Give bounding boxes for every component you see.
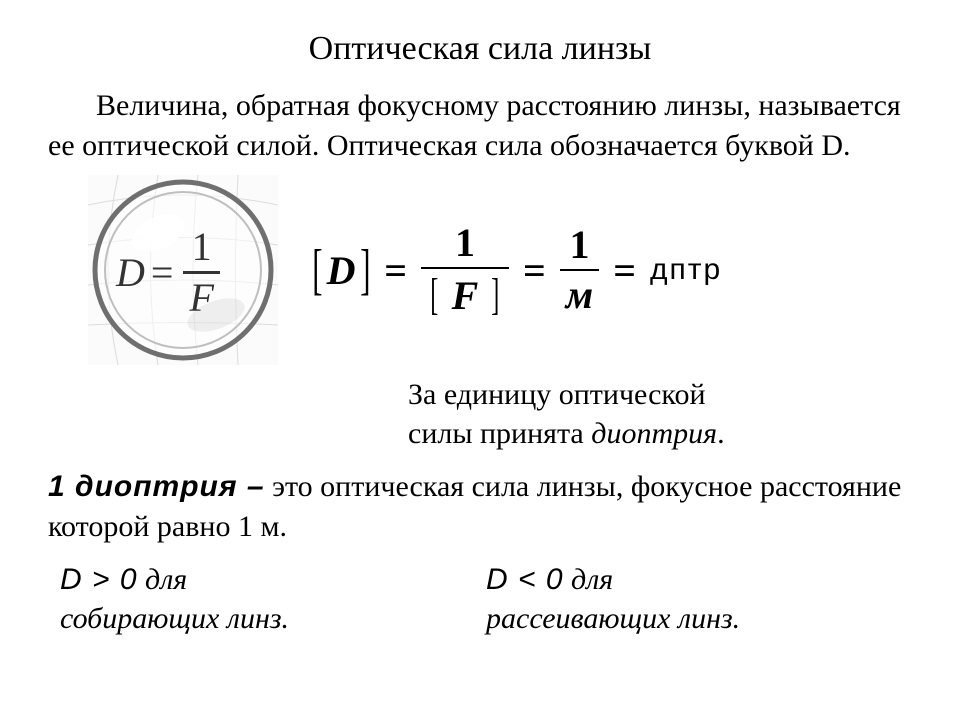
dioptre-definition: 1 диоптрия – это оптическая сила линзы, … bbox=[48, 467, 912, 546]
numerator-1: 1 bbox=[186, 227, 218, 267]
equals-1: = bbox=[384, 247, 407, 294]
unit-definition: За единицу оптической силы принята диопт… bbox=[408, 375, 912, 453]
right-bracket-icon: ] bbox=[360, 242, 370, 298]
symbol-F-bracket: F bbox=[452, 273, 479, 318]
formula-row: D = 1 F [ D ] = 1 [ F bbox=[88, 175, 912, 365]
fraction-bar bbox=[183, 271, 219, 274]
d-negative: D < 0 bbox=[486, 563, 564, 596]
converging-text: собирающих линз. bbox=[60, 602, 289, 635]
right-bracket-icon-2: ] bbox=[492, 273, 500, 317]
equals-2: = bbox=[523, 247, 546, 294]
diverging-text: рассеивающих линз. bbox=[486, 602, 740, 635]
symbol-D-bracket: D bbox=[327, 247, 356, 294]
dimensional-formula: [ D ] = 1 [ F ] = 1 м = дптр bbox=[308, 223, 722, 317]
def-lead: 1 диоптрия – bbox=[48, 470, 265, 503]
fraction-1-over-bracket-F: 1 [ F ] bbox=[421, 223, 509, 317]
page-title: Оптическая сила линзы bbox=[48, 30, 912, 68]
left-bracket-icon-2: [ bbox=[430, 273, 438, 317]
d-negative-word: для bbox=[564, 563, 614, 596]
denominator-bracket-F: [ F ] bbox=[421, 273, 509, 317]
unit-line1: За единицу оптической bbox=[408, 378, 706, 411]
denominator-m: м bbox=[560, 275, 599, 315]
converging-col: D > 0 для собирающих линз. bbox=[48, 560, 486, 638]
slide: Оптическая сила линзы Величина, обратная… bbox=[0, 0, 960, 720]
unit-line2a: силы принята bbox=[408, 417, 591, 450]
unit-line2c: . bbox=[717, 417, 725, 450]
diverging-col: D < 0 для рассеивающих линз. bbox=[486, 560, 912, 638]
numerator-1b: 1 bbox=[449, 223, 481, 263]
unit-line2b: диоптрия bbox=[591, 417, 717, 450]
fraction-bar-3 bbox=[560, 269, 599, 271]
lens-illustration: D = 1 F bbox=[88, 175, 278, 365]
d-positive: D > 0 bbox=[60, 563, 138, 596]
fraction-1-over-F: 1 F bbox=[183, 227, 219, 318]
numerator-1c: 1 bbox=[564, 225, 596, 265]
formula-d-equals-1-over-f: D = 1 F bbox=[116, 227, 224, 318]
equals-3: = bbox=[613, 247, 636, 294]
fraction-bar-2 bbox=[421, 267, 509, 269]
fraction-1-over-m: 1 м bbox=[560, 225, 599, 315]
d-positive-word: для bbox=[138, 563, 188, 596]
equals-sign: = bbox=[151, 249, 174, 296]
denominator-F: F bbox=[183, 278, 219, 318]
symbol-D: D bbox=[116, 249, 145, 296]
intro-paragraph: Величина, обратная фокусному расстоянию … bbox=[48, 86, 912, 165]
lens-sign-row: D > 0 для собирающих линз. D < 0 для рас… bbox=[48, 560, 912, 638]
left-bracket-icon: [ bbox=[312, 242, 322, 298]
unit-dptr: дптр bbox=[650, 253, 722, 287]
bracket-D: [ D ] bbox=[308, 242, 374, 298]
